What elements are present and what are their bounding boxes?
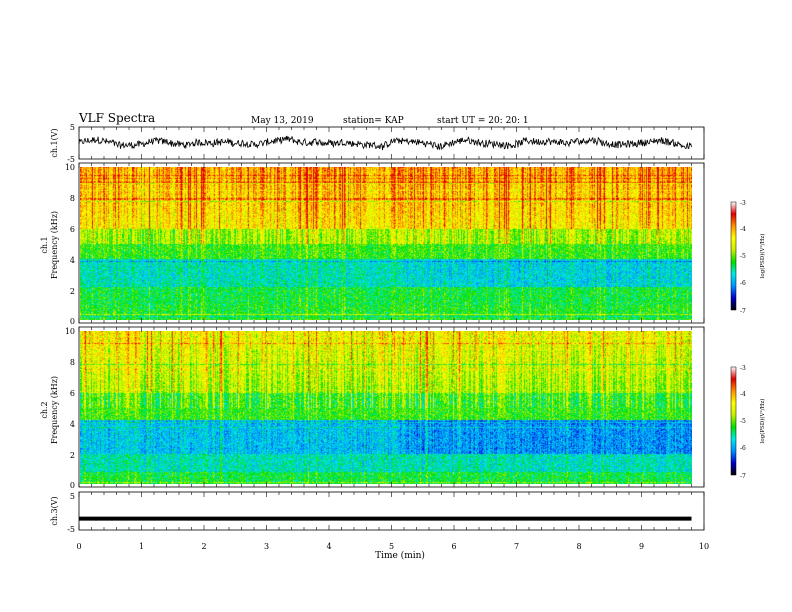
ch1-colorbar-label: log(PSD)(V²/Hz): [759, 234, 766, 279]
station-label: station= KAP: [343, 116, 404, 126]
ch1-spectrogram-panel: 0 2 4 6 8 10 ch.1 Frequency (kHz): [40, 162, 705, 326]
ch1-freq-tick-2: 2: [70, 287, 75, 296]
x-tick-label: 8: [576, 542, 581, 551]
ch2-freq-tick-8: 8: [70, 358, 75, 367]
ch3-waveform-panel: 5 -5 ch.3(V): [50, 491, 705, 534]
ch2-cbar-tick-m3: -3: [740, 365, 746, 372]
x-tick-label: 1: [139, 542, 144, 551]
ch1-ytick-bottom: -5: [67, 155, 75, 164]
ch2-freq-tick-10: 10: [65, 327, 75, 336]
ch1-spectrogram-ticks: [78, 163, 705, 323]
ch2-freq-tick-2: 2: [70, 451, 75, 460]
ch1-cbar-tick-m7: -7: [740, 308, 746, 315]
ch2-cbar-tick-m5: -5: [740, 418, 746, 425]
ch2-cbar-tick-m4: -4: [740, 391, 746, 398]
ch2-cbar-tick-m7: -7: [740, 473, 746, 480]
figure-title: VLF Spectra: [78, 111, 155, 125]
ch3-waveform-ylabel: ch.3(V): [50, 496, 59, 525]
date-label: May 13, 2019: [251, 116, 314, 126]
ch2-freq-tick-6: 6: [70, 389, 75, 398]
ch1-spectrogram-ylabel-channel: ch.1: [40, 236, 49, 253]
ch1-freq-tick-8: 8: [70, 194, 75, 203]
ch1-cbar-tick-m4: -4: [740, 226, 746, 233]
ch1-waveform-ticks: [78, 127, 705, 159]
ch3-ytick-top: 5: [70, 492, 75, 501]
x-tick-label: 7: [514, 542, 519, 551]
ch1-waveform-panel: 5 -5 ch.1(V): [50, 123, 705, 164]
ch1-waveform-line: [78, 135, 692, 151]
x-tick-label: 0: [76, 542, 81, 551]
ch1-freq-tick-6: 6: [70, 225, 75, 234]
ch1-colorbar-bar: [730, 201, 737, 311]
ch1-colorbar: -3 -4 -5 -6 -7 log(PSD)(V²/Hz): [730, 200, 766, 315]
ch1-waveform-ylabel: ch.1(V): [50, 128, 59, 157]
ch2-spectrogram-ticks: [78, 327, 705, 487]
ch2-colorbar-bar: [730, 366, 737, 476]
ch1-cbar-tick-m5: -5: [740, 253, 746, 260]
x-tick-label: 6: [451, 542, 456, 551]
x-tick-label: 5: [389, 542, 394, 551]
ch2-colorbar: -3 -4 -5 -6 -7 log(PSD)(V²/Hz): [730, 365, 766, 480]
x-tick-label: 9: [639, 542, 644, 551]
ch1-freq-tick-10: 10: [65, 163, 75, 172]
x-axis-tick-labels: 0 1 2 3 4 5 6 7 8 9 10: [76, 542, 709, 551]
ch3-ytick-bottom: -5: [67, 525, 75, 534]
x-tick-label: 3: [264, 542, 269, 551]
x-tick-label: 4: [326, 542, 331, 551]
x-axis-label: Time (min): [375, 550, 425, 561]
ch1-ytick-top: 5: [70, 123, 75, 132]
x-tick-label: 10: [699, 542, 709, 551]
ch2-freq-tick-0: 0: [70, 481, 75, 490]
ch2-freq-tick-4: 4: [70, 420, 75, 429]
ch2-spectrogram-image: [80, 331, 692, 484]
ch2-colorbar-label: log(PSD)(V²/Hz): [759, 399, 766, 444]
ch1-freq-tick-4: 4: [70, 256, 75, 265]
x-tick-label: 2: [201, 542, 206, 551]
ch2-spectrogram-ylabel-freq: Frequency (kHz): [50, 376, 59, 444]
ch2-spectrogram-panel: 0 2 4 6 8 10 ch.2 Frequency (kHz): [40, 326, 705, 490]
ch1-spectrogram-ylabel-freq: Frequency (kHz): [50, 211, 59, 279]
ch2-spectrogram-ylabel-channel: ch.2: [40, 401, 49, 418]
ch3-waveform-frame: [78, 491, 705, 531]
ch2-cbar-tick-m6: -6: [740, 445, 746, 452]
start-time-label: start UT = 20: 20: 1: [437, 116, 529, 126]
ch1-cbar-tick-m6: -6: [740, 280, 746, 287]
ch1-cbar-tick-m3: -3: [740, 200, 746, 207]
ch3-waveform-ticks: [78, 492, 705, 530]
ch1-freq-tick-0: 0: [70, 317, 75, 326]
ch1-spectrogram-image: [80, 167, 692, 320]
